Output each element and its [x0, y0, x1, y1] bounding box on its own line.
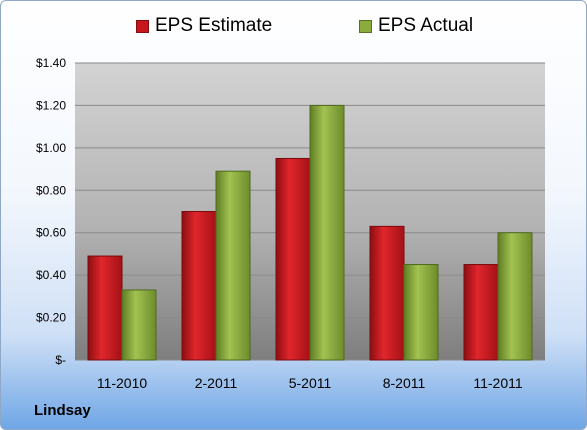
bar-eps-estimate: [369, 225, 405, 361]
x-tick-label: 5-2011: [289, 375, 332, 391]
bar-eps-estimate: [87, 255, 123, 361]
bar-eps-actual: [215, 170, 251, 361]
legend-label-estimate: EPS Estimate: [155, 15, 273, 36]
bar-eps-estimate: [181, 211, 217, 361]
bar-eps-estimate: [463, 264, 499, 361]
legend-swatch-actual: [359, 19, 372, 33]
x-tick-label: 11-2010: [97, 375, 148, 391]
y-tick-label: $0.60: [36, 226, 66, 240]
bar-eps-actual: [309, 104, 345, 361]
x-tick-label: 2-2011: [195, 375, 238, 391]
y-tick-label: $0.80: [36, 183, 66, 197]
company-name: Lindsay: [34, 402, 91, 419]
x-tick-label: 8-2011: [383, 375, 426, 391]
legend: EPS Estimate EPS Actual: [1, 15, 586, 41]
bar-eps-actual: [497, 232, 533, 361]
legend-label-actual: EPS Actual: [378, 15, 474, 36]
y-tick-label: $1.00: [36, 141, 66, 155]
y-tick-label: $0.40: [36, 268, 66, 282]
y-tick-label: $0.20: [36, 311, 66, 325]
bar-eps-actual: [403, 264, 439, 361]
bar-eps-estimate: [275, 157, 311, 361]
x-tick-label: 11-2011: [473, 375, 523, 391]
legend-item-estimate: EPS Estimate: [136, 15, 272, 37]
legend-swatch-estimate: [136, 19, 149, 33]
bar-eps-actual: [121, 289, 157, 361]
y-tick-label: $1.20: [36, 98, 66, 112]
y-tick-label: $1.40: [36, 56, 66, 70]
y-tick-label: $-: [55, 353, 66, 367]
legend-item-actual: EPS Actual: [359, 15, 473, 37]
